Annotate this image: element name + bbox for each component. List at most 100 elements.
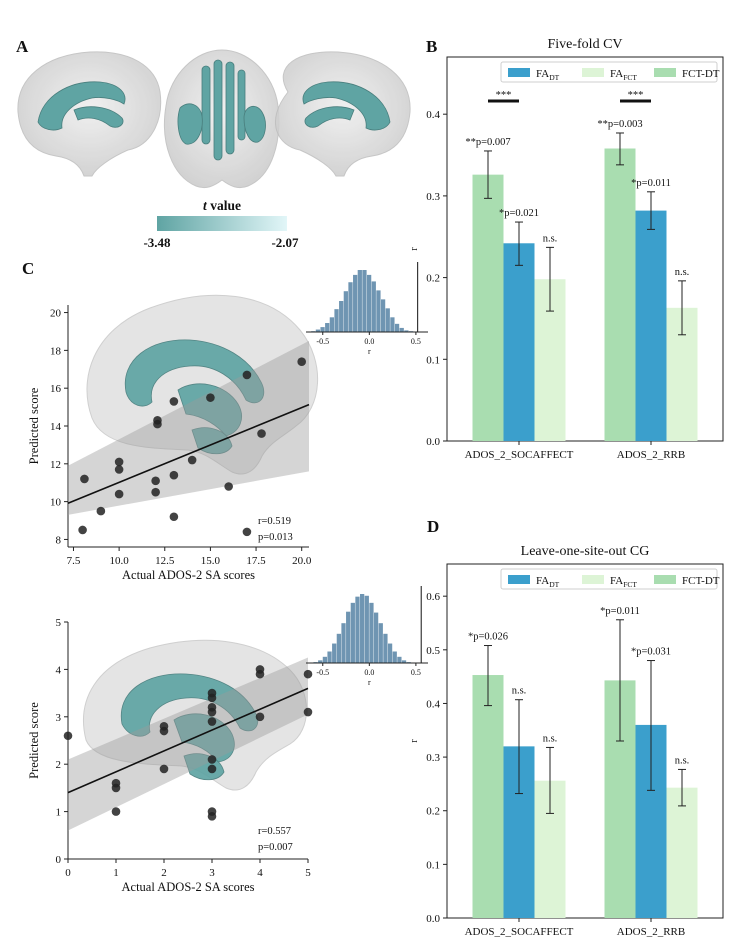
- y-tick-label: 16: [50, 383, 62, 395]
- y-axis-label: Predicted score: [27, 387, 41, 464]
- histogram-bar: [358, 270, 362, 332]
- histogram-bar: [367, 275, 371, 332]
- data-point: [304, 670, 313, 679]
- histogram-bar: [372, 281, 376, 332]
- x-tick-label: 4: [257, 867, 263, 879]
- y-tick-label: 18: [50, 345, 62, 357]
- legend-label: FCT-DT: [682, 575, 720, 587]
- histogram-bar: [323, 657, 327, 663]
- data-point: [115, 490, 124, 499]
- histogram-bar: [344, 291, 348, 332]
- data-point: [170, 397, 179, 406]
- panel-label-d: D: [427, 517, 439, 536]
- data-point: [208, 807, 217, 816]
- y-tick-label: 0.5: [426, 645, 440, 657]
- histogram-bar: [388, 644, 392, 663]
- legend-swatch: [654, 68, 676, 77]
- histogram-bar: [379, 623, 383, 663]
- chart-legend: FADT FAFCT FCT-DT: [501, 569, 720, 589]
- brain-lateral-left: [18, 52, 161, 176]
- x-tick-label: 5: [305, 867, 311, 879]
- y-tick-label: 0.1: [426, 859, 440, 871]
- x-tick-label: ADOS_2_RRB: [617, 449, 685, 461]
- colorbar-max-label: -2.07: [271, 235, 299, 250]
- bar-fct-dt: [473, 675, 504, 918]
- correlation-r: r=0.557: [258, 826, 291, 837]
- y-tick-label: 1: [56, 807, 62, 819]
- y-tick-label: 0.0: [426, 913, 440, 925]
- figure-canvas: A B C D t value -3.48 -2.07: [0, 0, 744, 941]
- colorbar-title-text: value: [207, 198, 241, 213]
- bar-fct-dt: [605, 149, 636, 441]
- histogram-bar: [327, 652, 331, 664]
- data-point: [170, 512, 179, 521]
- significance-label: *p=0.026: [468, 632, 508, 643]
- data-point: [80, 475, 89, 484]
- x-tick-label: 10.0: [109, 555, 129, 567]
- data-point: [151, 488, 160, 497]
- histogram-bar: [400, 328, 404, 332]
- x-tick-label: ADOS_2_SOCAFFECT: [465, 926, 574, 938]
- data-point: [304, 708, 313, 717]
- panel-label-a: A: [16, 37, 29, 56]
- data-point: [97, 507, 106, 516]
- y-tick-label: 0.2: [426, 806, 440, 818]
- y-tick-label: 0.4: [426, 109, 440, 121]
- inset-x-label: r: [368, 678, 371, 687]
- data-point: [170, 471, 179, 480]
- significance-label: n.s.: [675, 755, 690, 766]
- panel-label-c: C: [22, 259, 34, 278]
- histogram-bar: [334, 309, 338, 332]
- data-point: [115, 465, 124, 474]
- x-tick-label: 2: [161, 867, 167, 879]
- inset-x-label: r: [368, 347, 371, 356]
- inset-tick-label: 0.5: [411, 337, 421, 346]
- legend-swatch: [654, 575, 676, 584]
- y-tick-label: 12: [50, 459, 61, 471]
- bar-chart-five-fold-cv: Five-fold CVr0.00.10.20.30.4ADOS_2_SOCAF…: [409, 37, 723, 461]
- data-point: [115, 458, 124, 467]
- significance-label: n.s.: [512, 686, 527, 697]
- data-point: [243, 528, 252, 537]
- chart-legend: FADT FAFCT FCT-DT: [501, 62, 720, 82]
- y-axis-label: r: [409, 739, 420, 743]
- data-point: [208, 755, 217, 764]
- data-point: [243, 371, 252, 380]
- histogram-bar: [381, 299, 385, 332]
- brain-axial-view: [164, 50, 278, 188]
- significance-label: *p=0.011: [631, 178, 671, 189]
- x-axis-label: Actual ADOS-2 SA scores: [122, 880, 255, 894]
- y-tick-label: 0.4: [426, 698, 440, 710]
- histogram-bar: [397, 657, 401, 663]
- y-tick-label: 14: [50, 421, 62, 433]
- data-point: [160, 722, 169, 731]
- legend-swatch: [582, 68, 604, 77]
- bar-fa-dt: [504, 243, 535, 441]
- significance-label: **p=0.003: [597, 119, 642, 130]
- legend-swatch: [508, 68, 530, 77]
- data-point: [256, 713, 265, 722]
- data-point: [112, 807, 121, 816]
- data-point: [206, 393, 215, 402]
- data-point: [153, 416, 162, 425]
- x-tick-label: 20.0: [292, 555, 312, 567]
- y-tick-label: 20: [50, 308, 62, 320]
- y-tick-label: 0.0: [426, 436, 440, 448]
- inset-tick-label: -0.5: [316, 668, 329, 677]
- x-tick-label: 3: [209, 867, 215, 879]
- legend-label: FCT-DT: [682, 68, 720, 80]
- data-point: [78, 526, 87, 535]
- histogram-bar: [386, 308, 390, 332]
- chart-title: Five-fold CV: [547, 37, 622, 52]
- significance-label: n.s.: [543, 733, 558, 744]
- significance-label: *p=0.021: [499, 208, 539, 219]
- histogram-bar: [362, 270, 366, 332]
- histogram-bar: [351, 603, 355, 663]
- data-point: [208, 717, 217, 726]
- y-tick-label: 0.6: [426, 591, 440, 603]
- x-tick-label: 12.5: [155, 555, 175, 567]
- comparison-stars: ***: [496, 90, 512, 101]
- histogram-bar: [332, 644, 336, 663]
- legend-swatch: [582, 575, 604, 584]
- y-axis-label: Predicted score: [27, 702, 41, 779]
